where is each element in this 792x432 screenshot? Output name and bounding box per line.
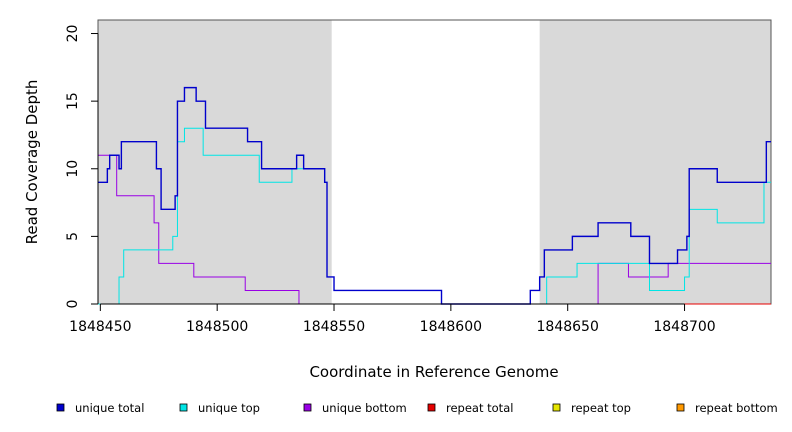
y-tick-label: 0 [65,300,81,309]
shaded-region-1 [98,20,332,304]
x-tick-label: 1848650 [537,319,599,335]
y-axis: 0 5 10 15 20 [65,25,99,309]
legend-label-unique-total: unique total [75,401,144,415]
x-tick-label: 1848700 [653,319,715,335]
legend-label-unique-top: unique top [198,401,260,415]
legend: unique total unique top unique bottom repea… [56,401,778,415]
y-axis-label: Read Coverage Depth [23,80,41,245]
series-line-unique-total [98,86,771,305]
x-tick-label: 1848600 [420,319,482,335]
legend-swatch-unique-total [56,403,65,412]
x-tick-label: 1848500 [186,319,248,335]
x-axis: 1848450 1848500 1848550 1848600 1848650 18487… [69,303,716,335]
legend-label-repeat-total: repeat total [446,401,513,415]
series-line-unique-bottom [98,154,771,305]
x-axis-label: Coordinate in Reference Genome [309,363,558,381]
legend-swatch-repeat-top [552,403,561,412]
y-tick-label: 5 [65,232,81,241]
x-tick-label: 1848450 [69,319,131,335]
y-tick-label: 15 [65,92,81,110]
y-tick-label: 20 [65,25,81,43]
legend-label-repeat-top: repeat top [571,401,631,415]
legend-swatch-unique-bottom [303,403,312,412]
shaded-regions [98,20,771,304]
legend-swatch-unique-top [179,403,188,412]
legend-swatch-repeat-bottom [676,403,685,412]
shaded-region-2 [539,20,771,304]
y-tick-label: 10 [65,160,81,178]
legend-label-unique-bottom: unique bottom [322,401,407,415]
legend-label-repeat-bottom: repeat bottom [695,401,778,415]
x-tick-label: 1848550 [303,319,365,335]
legend-swatch-repeat-total [427,403,436,412]
